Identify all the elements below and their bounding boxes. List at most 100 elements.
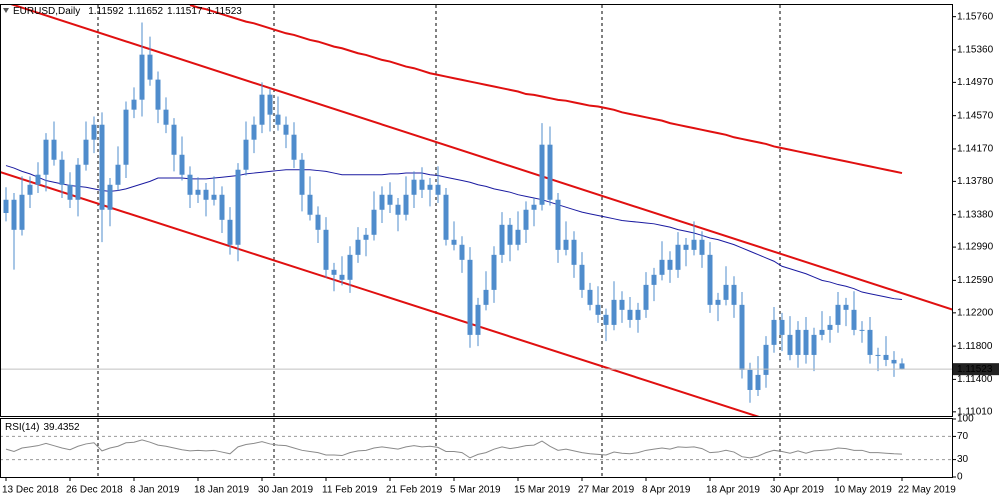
y-tick-label: 1.11400 — [957, 374, 993, 385]
x-tick-label: 15 Mar 2019 — [514, 485, 571, 496]
candle-body — [275, 114, 281, 125]
candle-body — [251, 124, 257, 140]
axes: 1.15760 1.15360 1.14970 1.14570 1.14170 1.137… — [2, 11, 999, 496]
candle-body — [595, 304, 601, 315]
candle-body — [779, 319, 785, 335]
candle-body — [875, 354, 881, 356]
candle-body — [283, 124, 289, 135]
candle-body — [619, 299, 625, 310]
candle-body — [827, 324, 833, 330]
y-tick-label: 1.15760 — [957, 11, 994, 22]
candle-body — [155, 79, 161, 110]
candle-body — [179, 154, 185, 175]
candle-body — [795, 329, 801, 355]
candle-body — [291, 134, 297, 160]
candle-body — [811, 334, 817, 355]
candle-body — [579, 264, 585, 290]
x-tick-label: 10 May 2019 — [834, 485, 892, 496]
candle-body — [91, 124, 97, 140]
x-tick-label: 18 Jan 2019 — [194, 485, 249, 496]
x-tick-label: 22 May 2019 — [898, 485, 956, 496]
candle-body — [867, 329, 873, 355]
candle-body — [819, 329, 825, 335]
rsi-plot — [1, 435, 952, 461]
candle-body — [371, 209, 377, 235]
candle-body — [507, 224, 513, 245]
candle-body — [435, 184, 441, 195]
candle-body — [515, 229, 521, 245]
candle-body — [659, 259, 665, 275]
candle-body — [363, 234, 369, 240]
candle-body — [707, 254, 713, 305]
candle-body — [643, 284, 649, 310]
candle-body — [627, 309, 633, 320]
candle-body — [859, 329, 865, 331]
candle-body — [539, 144, 545, 205]
candle-body — [571, 239, 577, 265]
candle-body — [115, 164, 121, 185]
candle-body — [763, 344, 769, 375]
candle-body — [235, 169, 241, 245]
candle-body — [419, 179, 425, 190]
last-price-label: 1.11523 — [957, 364, 993, 375]
header-open: 1.11592 — [88, 6, 124, 17]
candle-body — [403, 194, 409, 215]
candle-body — [19, 194, 25, 230]
candle-body — [883, 354, 889, 360]
candle-body — [387, 194, 393, 205]
candle-body — [171, 124, 177, 155]
x-tick-label: 5 Mar 2019 — [450, 485, 501, 496]
x-tick-label: 26 Dec 2018 — [66, 485, 123, 496]
candle-body — [787, 334, 793, 355]
candle-body — [467, 259, 473, 335]
candle-body — [411, 179, 417, 195]
candle-body — [339, 274, 345, 280]
candle-body — [699, 239, 705, 255]
candle-body — [59, 159, 65, 185]
candle-body — [35, 174, 41, 185]
y-tick-label: 1.12990 — [957, 242, 994, 253]
candle-body — [195, 189, 201, 195]
header-low: 1.11517 — [167, 6, 203, 17]
candle-body — [27, 184, 33, 195]
rsi-header: RSI(14) 39.4352 — [5, 422, 80, 433]
candle-body — [83, 139, 89, 165]
candle-body — [99, 124, 105, 210]
candle-body — [227, 219, 233, 245]
candle-body — [603, 314, 609, 325]
x-tick-label: 8 Apr 2019 — [642, 485, 691, 496]
x-tick-label: 11 Feb 2019 — [322, 485, 378, 496]
candle-body — [131, 99, 137, 110]
candle-body — [267, 94, 273, 115]
candle-body — [483, 289, 489, 305]
candle-body — [323, 229, 329, 270]
candle-body — [547, 144, 553, 200]
candle-body — [835, 304, 841, 325]
candle-body — [3, 199, 9, 213]
x-tick-label: 21 Feb 2019 — [386, 485, 443, 496]
candle-body — [11, 199, 17, 230]
candle-body — [475, 304, 481, 335]
y-tick-label: 1.13380 — [957, 209, 994, 220]
rsi-name: RSI(14) — [5, 422, 39, 433]
y-tick-label: 1.11800 — [957, 341, 993, 352]
channel-line — [10, 5, 952, 311]
candle-body — [675, 244, 681, 270]
candle-body — [43, 139, 49, 175]
candle-body — [307, 194, 313, 215]
candle-body — [147, 54, 153, 80]
main-frame — [0, 4, 953, 417]
candle-body — [67, 184, 73, 200]
y-tick-label: 1.12200 — [957, 307, 994, 318]
rsi-tick-label: 100 — [957, 414, 974, 425]
rsi-frame — [0, 418, 953, 478]
candle-body — [331, 269, 337, 275]
candle-body — [651, 274, 657, 285]
candle-body — [75, 164, 81, 200]
candle-body — [635, 309, 641, 320]
symbol-icon — [3, 8, 9, 13]
candle-body — [499, 224, 505, 255]
candle-body — [491, 254, 497, 290]
moving-average — [5, 165, 903, 301]
